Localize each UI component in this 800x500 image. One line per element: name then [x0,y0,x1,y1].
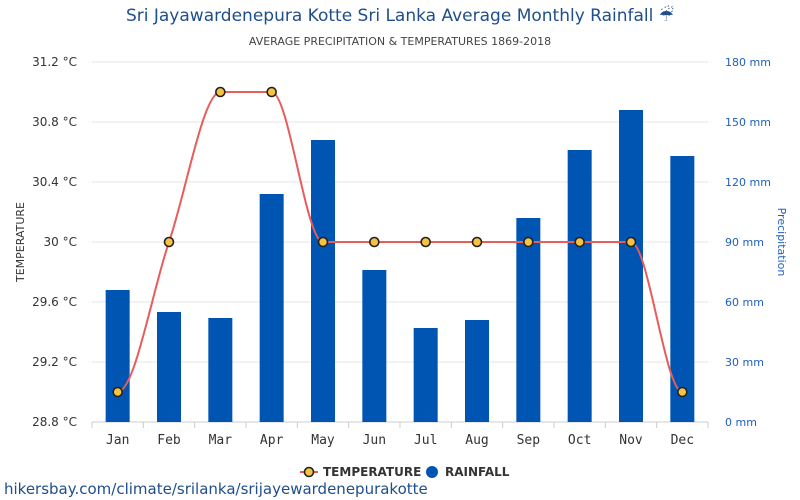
rainfall-bar [670,156,695,422]
y-tick-label: 30 °C [44,235,77,249]
legend-temperature-marker [303,466,315,478]
temperature-point [215,86,226,98]
x-tick-label: Nov [619,433,643,448]
temperature-point [523,236,534,248]
chart-subtitle: AVERAGE PRECIPITATION & TEMPERATURES 186… [248,35,552,48]
y-axis-label: TEMPERATURE [14,202,27,283]
temperature-point [112,386,123,398]
x-tick-label: Feb [157,433,181,448]
rainfall-bar [157,312,181,422]
x-tick-label: May [311,433,335,448]
y2-tick-label: 90 mm [725,236,764,249]
rainfall-bar [413,328,438,422]
x-tick-label: Jul [414,433,437,448]
temperature-point [420,236,431,248]
y-tick-label: 28.8 °C [32,415,77,429]
y-tick-label: 30.8 °C [32,115,77,129]
rainfall-bar [516,218,541,422]
temperature-point [471,236,483,248]
legend-rainfall-label: RAINFALL [445,465,510,479]
x-tick-label: Sep [517,433,541,448]
temperature-point [163,236,175,248]
x-tick-label: Jun [363,433,386,448]
temperature-point [317,236,329,248]
x-tick-label: Jan [106,433,129,448]
x-tick-label: Apr [260,433,284,448]
temperature-point [574,236,585,248]
y2-tick-label: 60 mm [725,296,764,309]
y-tick-label: 31.2 °C [32,55,77,69]
y2-tick-label: 180 mm [725,56,771,69]
rainfall-bar [465,320,489,422]
x-tick-label: Dec [671,433,694,448]
chart-title: Sri Jayawardenepura Kotte Sri Lanka Aver… [125,6,675,26]
y2-tick-label: 30 mm [725,356,764,369]
temperature-point [677,386,688,398]
source-link[interactable]: hikersbay.com/climate/srilanka/srijayewa… [4,480,428,498]
y2-tick-label: 0 mm [725,416,757,429]
y2-tick-label: 150 mm [725,116,771,129]
rainfall-bar [567,150,592,422]
rainfall-bar [311,140,335,422]
x-tick-label: Mar [209,433,233,448]
temperature-point [369,236,380,248]
legend-rainfall-marker [426,466,438,478]
y2-tick-label: 120 mm [725,176,771,189]
temperature-point [266,86,277,98]
rainfall-bar [105,290,130,422]
y-tick-label: 29.6 °C [32,295,77,309]
y2-axis-label: Precipitation [775,208,788,277]
x-tick-label: Oct [568,433,591,448]
rainfall-bar [362,270,387,422]
legend-temperature-label: TEMPERATURE [323,465,421,479]
x-tick-label: Aug [465,433,488,448]
rainfall-bar [208,318,233,422]
temperature-point [625,236,637,248]
rainfall-bar [619,110,643,422]
y-tick-label: 29.2 °C [32,355,77,369]
rainfall-bar [259,194,284,422]
y-tick-label: 30.4 °C [32,175,77,189]
